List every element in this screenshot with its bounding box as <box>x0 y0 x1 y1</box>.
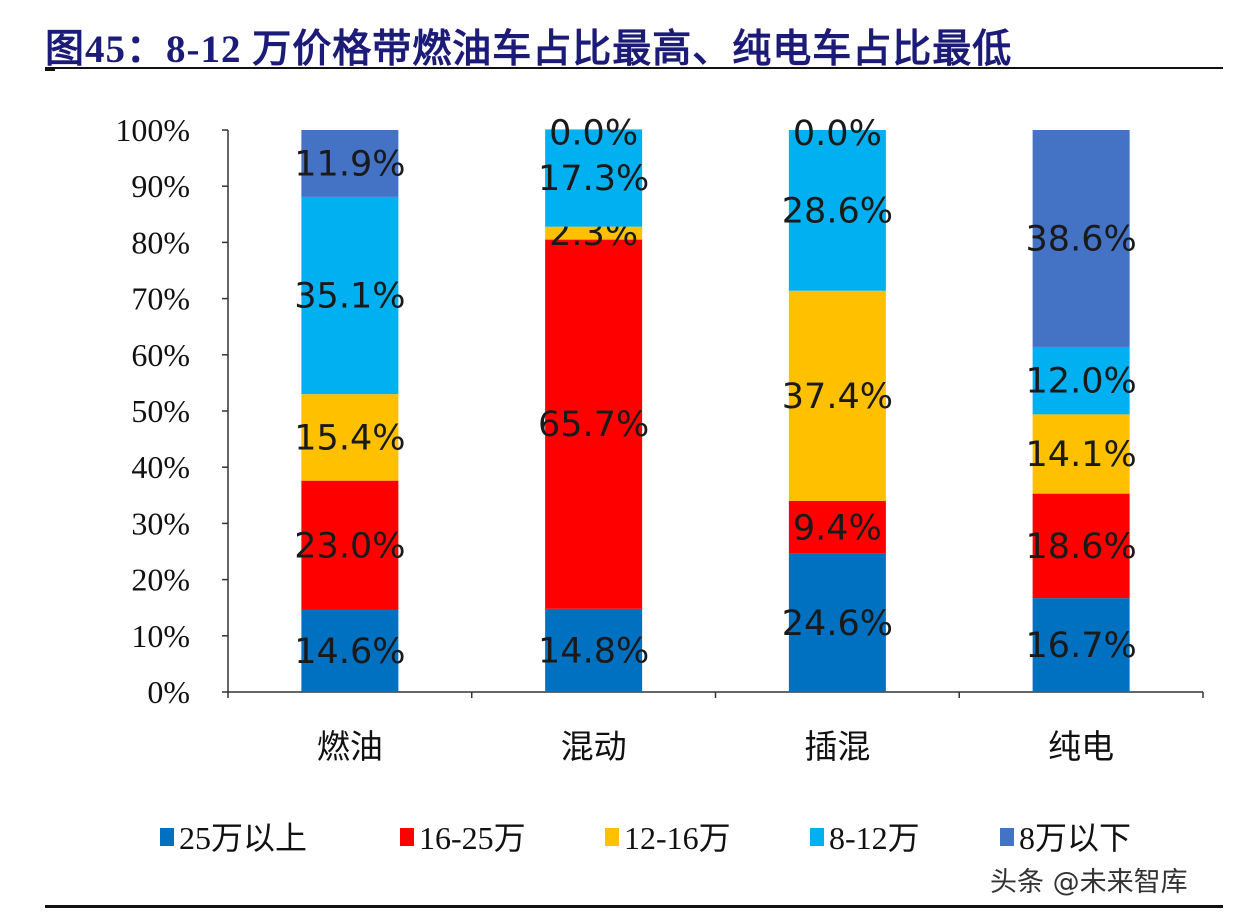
data-label: 9.4% <box>793 508 882 548</box>
data-label: 38.6% <box>1026 219 1137 259</box>
legend-label: 16-25万 <box>419 820 526 856</box>
data-label: 16.7% <box>1026 626 1137 666</box>
title-divider-tab <box>45 67 55 71</box>
data-label: 14.8% <box>538 631 649 671</box>
chart-title: 图45：8-12 万价格带燃油车占比最高、纯电车占比最低 <box>45 28 1013 71</box>
x-tick-label: 插混 <box>804 727 870 766</box>
legend-swatch <box>1000 828 1014 846</box>
x-tick-label: 纯电 <box>1048 727 1114 766</box>
bar-segment <box>301 480 399 610</box>
bar-segment <box>788 290 886 501</box>
bar-segment <box>545 226 643 240</box>
x-tick-label: 混动 <box>561 727 627 766</box>
bar-segment <box>301 130 399 197</box>
y-tick-label: 10% <box>131 618 190 654</box>
y-tick-label: 20% <box>131 562 190 598</box>
legend-swatch <box>810 828 824 846</box>
bar-segment <box>788 130 886 291</box>
bar-segment <box>301 196 399 395</box>
bar-segment <box>1032 493 1130 599</box>
data-label: 18.6% <box>1026 527 1137 567</box>
legend-swatch <box>400 828 414 846</box>
bar-segment <box>301 394 399 481</box>
data-label: 12.0% <box>1026 362 1137 402</box>
data-label: 11.9% <box>294 144 405 184</box>
bottom-divider <box>45 905 1223 908</box>
data-label: 37.4% <box>782 377 893 417</box>
y-tick-label: 0% <box>147 674 190 710</box>
legend-label: 8-12万 <box>829 820 920 856</box>
data-label: 65.7% <box>538 405 649 445</box>
bar-segment <box>788 553 886 692</box>
data-label: 0.0% <box>793 114 882 154</box>
data-label: 17.3% <box>538 159 649 199</box>
bar-segment <box>1032 414 1130 494</box>
bar-segment <box>545 608 643 692</box>
legend-label: 8万以下 <box>1019 820 1131 856</box>
y-tick-label: 70% <box>131 281 190 317</box>
data-label: 23.0% <box>294 526 405 566</box>
bar-segment <box>1032 346 1130 415</box>
bar-segment <box>1032 598 1130 692</box>
legend-label: 25万以上 <box>179 820 307 856</box>
y-tick-label: 40% <box>131 449 190 485</box>
y-tick-label: 80% <box>131 224 190 260</box>
legend-swatch <box>160 828 174 846</box>
data-label: 15.4% <box>294 418 405 458</box>
bar-segment <box>545 129 643 227</box>
bar-segment <box>788 500 886 554</box>
legend-swatch <box>605 828 619 846</box>
data-label: 24.6% <box>782 604 893 644</box>
data-label: 14.6% <box>294 632 405 672</box>
y-tick-label: 30% <box>131 505 190 541</box>
title-divider <box>45 67 1223 69</box>
y-tick-label: 90% <box>131 168 190 204</box>
x-tick-label: 燃油 <box>317 727 383 766</box>
legend-label: 12-16万 <box>624 820 731 856</box>
y-tick-label: 50% <box>131 393 190 429</box>
data-label: 14.1% <box>1026 435 1137 475</box>
data-label: 0.0% <box>549 113 638 153</box>
watermark: 头条 @未来智库 <box>990 867 1188 898</box>
bar-segment <box>1032 130 1130 347</box>
y-tick-label: 100% <box>115 112 190 148</box>
bar-segment <box>545 239 643 609</box>
y-tick-label: 60% <box>131 337 190 373</box>
data-label: 28.6% <box>782 191 893 231</box>
bar-segment <box>301 609 399 692</box>
data-label: 35.1% <box>294 277 405 317</box>
